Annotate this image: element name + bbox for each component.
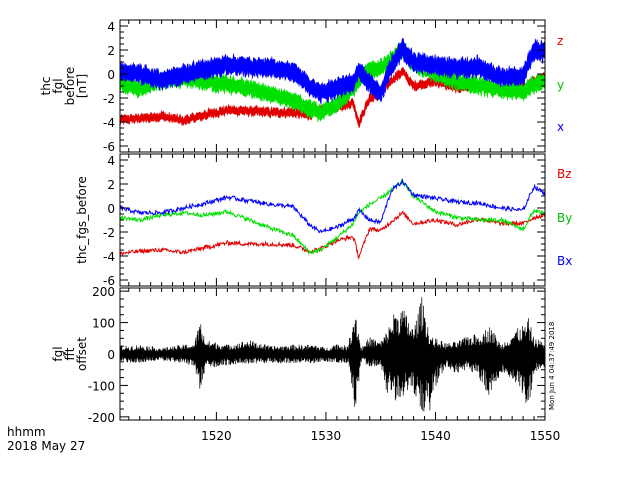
panel-1-data xyxy=(120,37,545,129)
panel-1-legend-z: z xyxy=(557,34,563,48)
panel-1-ylabel-line-2: fgl xyxy=(51,78,65,93)
y-tick-label: 200 xyxy=(92,285,115,299)
panel-2: 4 2 0 -2 -4 -6 thc_fgs_before Bz By Bx xyxy=(75,153,572,288)
x-tick-label: 1550 xyxy=(530,429,561,443)
y-tick-label: 4 xyxy=(107,154,115,168)
panel-2-ylabel: thc_fgs_before xyxy=(75,176,89,264)
series-offset xyxy=(120,297,545,412)
x-tick-label: 1530 xyxy=(311,429,342,443)
panel-1-legend-x: x xyxy=(557,120,564,134)
series-x xyxy=(120,37,545,105)
panel-2-ylabel-line-1: thc_fgs_before xyxy=(75,176,89,264)
x-tick-labels: 1520 1530 1540 1550 xyxy=(201,429,560,443)
panel-1-ylabel-line-4: [nT] xyxy=(75,74,89,98)
panel-3-xticks xyxy=(128,288,546,420)
panel-3-ylabel-line-2: fft xyxy=(63,347,77,360)
y-tick-label: -2 xyxy=(103,92,115,106)
y-tick-label: -6 xyxy=(103,140,115,154)
series-offset-line xyxy=(120,297,545,412)
panel-1: 4 2 0 -2 -4 -6 thc fgl before [nT] z y x xyxy=(39,19,564,154)
panel-2-data xyxy=(120,177,545,260)
series-Bx xyxy=(120,177,545,234)
y-tick-label: 0 xyxy=(107,348,115,362)
panel-1-xticks xyxy=(128,20,546,152)
panel-2-legend-by: By xyxy=(557,211,572,225)
panel-3-ylabel-line-3: offset xyxy=(75,337,89,371)
series-x-line xyxy=(120,46,545,96)
series-By-line xyxy=(120,178,545,256)
panel-2-xticks xyxy=(128,154,546,286)
y-tick-label: 2 xyxy=(107,178,115,192)
y-tick-label: 0 xyxy=(107,202,115,216)
y-tick-label: -200 xyxy=(88,411,115,425)
panel-2-yticks: 4 2 0 -2 -4 -6 xyxy=(103,153,545,288)
series-By xyxy=(120,178,545,256)
panel-2-legend: Bz By Bx xyxy=(557,167,572,268)
time-unit-label: hhmm xyxy=(7,425,46,439)
panel-2-legend-bx: Bx xyxy=(557,254,572,268)
panel-3: 200 100 0 -100 -200 fgl fft offset Mon Jun 4… xyxy=(51,285,556,425)
panel-1-legend: z y x xyxy=(557,34,564,134)
y-tick-label: -6 xyxy=(103,274,115,288)
series-Bx-line xyxy=(120,177,545,234)
panel-3-ylabel: fgl fft offset xyxy=(51,337,89,371)
panel-3-ylabel-line-1: fgl xyxy=(51,346,65,361)
panel-1-yticks: 4 2 0 -2 -4 -6 xyxy=(103,19,545,154)
y-tick-label: -100 xyxy=(88,379,115,393)
panel-1-legend-y: y xyxy=(557,78,564,92)
y-tick-label: 4 xyxy=(107,20,115,34)
panel-2-legend-bz: Bz xyxy=(557,167,572,181)
x-tick-label: 1520 xyxy=(201,429,232,443)
panel-3-data xyxy=(120,297,545,412)
y-tick-label: -2 xyxy=(103,226,115,240)
panel-1-ylabel: thc fgl before [nT] xyxy=(39,67,89,106)
timestamp-label: Mon Jun 4 04:37:49 2018 xyxy=(548,322,556,410)
panel-1-ylabel-line-1: thc xyxy=(39,77,53,96)
date-label: 2018 May 27 xyxy=(7,439,85,453)
panel-3-yticks: 200 100 0 -100 -200 xyxy=(88,285,545,425)
y-tick-label: 0 xyxy=(107,68,115,82)
y-tick-label: -4 xyxy=(103,116,115,130)
y-tick-label: -4 xyxy=(103,250,115,264)
x-tick-label: 1540 xyxy=(420,429,451,443)
y-tick-label: 100 xyxy=(92,317,115,331)
y-tick-label: 2 xyxy=(107,44,115,58)
panel-1-ylabel-line-3: before xyxy=(63,67,77,106)
